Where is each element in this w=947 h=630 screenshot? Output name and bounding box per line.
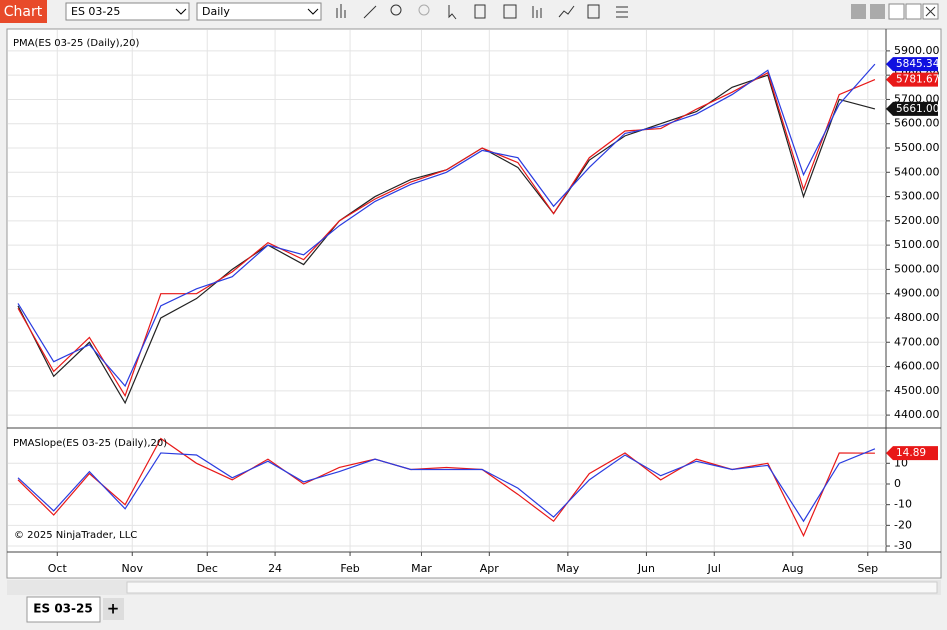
x-tick-label: Feb: [340, 562, 359, 575]
tile-button[interactable]: [870, 4, 885, 19]
x-tick-label: Jun: [637, 562, 655, 575]
x-tick-label: Dec: [197, 562, 218, 575]
panel-title: PMASlope(ES 03-25 (Daily),20): [13, 438, 167, 449]
draw-icon[interactable]: [363, 5, 377, 19]
dropdown-arrow: [307, 8, 319, 15]
y-tick-label: 5100.00: [894, 238, 940, 251]
copyright: © 2025 NinjaTrader, LLC: [14, 530, 137, 541]
zoom-in-icon[interactable]: [390, 4, 402, 16]
y-tick-label: 5400.00: [894, 165, 940, 178]
price-marker-label: 5781.67: [896, 74, 939, 86]
menu-icon[interactable]: [616, 6, 628, 18]
price-marker: [886, 446, 938, 461]
y-tick-label: 4500.00: [894, 384, 940, 397]
properties-icon[interactable]: [587, 4, 600, 19]
y-tick-label: 5500.00: [894, 141, 940, 154]
instrument: ES 03-25: [71, 5, 120, 18]
y-tick-label: 0: [894, 477, 901, 490]
app-badge: [0, 0, 47, 23]
y-tick-label: 4800.00: [894, 311, 940, 324]
price-marker-label: 5661.00: [896, 103, 939, 115]
price-marker-label: 14.89: [896, 447, 926, 459]
y-tick-label: 5300.00: [894, 190, 940, 203]
indicators-icon[interactable]: [532, 6, 542, 18]
close-x: [925, 6, 936, 17]
app-title: Chart: [4, 4, 43, 20]
data-box-icon[interactable]: [474, 4, 486, 19]
dropdown-arrow: [175, 8, 187, 15]
price-marker: [886, 101, 938, 116]
x-tick-label: Oct: [48, 562, 68, 575]
minimize-button[interactable]: [888, 3, 905, 20]
y-tick-label: -20: [894, 518, 912, 531]
interval: Daily: [202, 5, 230, 18]
y-tick-label: 4400.00: [894, 408, 940, 421]
panel-title: PMA(ES 03-25 (Daily),20): [13, 38, 139, 49]
chart-area: [6, 28, 942, 579]
interval-select[interactable]: [196, 2, 322, 21]
series-line: [17, 71, 876, 398]
tile-button[interactable]: [851, 4, 866, 19]
tab[interactable]: [26, 596, 101, 623]
y-tick-label: 4900.00: [894, 287, 940, 300]
y-tick-label: 4600.00: [894, 360, 940, 373]
y-tick-label: 5900.00: [894, 44, 940, 57]
zoom-out-icon[interactable]: [418, 4, 430, 16]
instrument-select[interactable]: [65, 2, 190, 21]
y-tick-label: 4700.00: [894, 335, 940, 348]
series-line: [17, 63, 876, 388]
price-marker: [886, 57, 938, 72]
y-tick-label: -30: [894, 539, 912, 552]
x-tick-label: Mar: [411, 562, 432, 575]
x-tick-label: Apr: [480, 562, 500, 575]
add-tab-button[interactable]: [103, 598, 124, 620]
x-tick-label: May: [556, 562, 579, 575]
x-tick-label: Jul: [707, 562, 721, 575]
y-tick-label: 5600.00: [894, 117, 940, 130]
x-tick-label: Sep: [857, 562, 878, 575]
bars-icon[interactable]: [336, 4, 346, 18]
x-tick-label: Nov: [122, 562, 144, 575]
template-icon[interactable]: [503, 4, 517, 19]
price-marker-label: 5845.34: [896, 58, 940, 70]
x-tick-label: 24: [268, 562, 282, 575]
scroll-thumb[interactable]: [126, 581, 938, 594]
window-buttons: [851, 3, 939, 20]
maximize-button[interactable]: [905, 3, 922, 20]
strategy-icon[interactable]: [558, 5, 575, 18]
price-marker: [886, 72, 938, 87]
series-line: [17, 448, 876, 523]
plots: 4400.00 4500.00 4600.00 4700.00 4800.00 4900.…: [8, 30, 940, 575]
y-tick-label: 5200.00: [894, 214, 940, 227]
add-tab: +: [107, 600, 120, 618]
tab-label: ES 03-25: [33, 602, 92, 616]
y-tick-label: -10: [894, 498, 912, 511]
pointer-icon[interactable]: [448, 5, 457, 20]
toolbar-icons: [336, 4, 628, 20]
y-tick-label: 5000.00: [894, 262, 940, 275]
x-tick-label: Aug: [782, 562, 803, 575]
